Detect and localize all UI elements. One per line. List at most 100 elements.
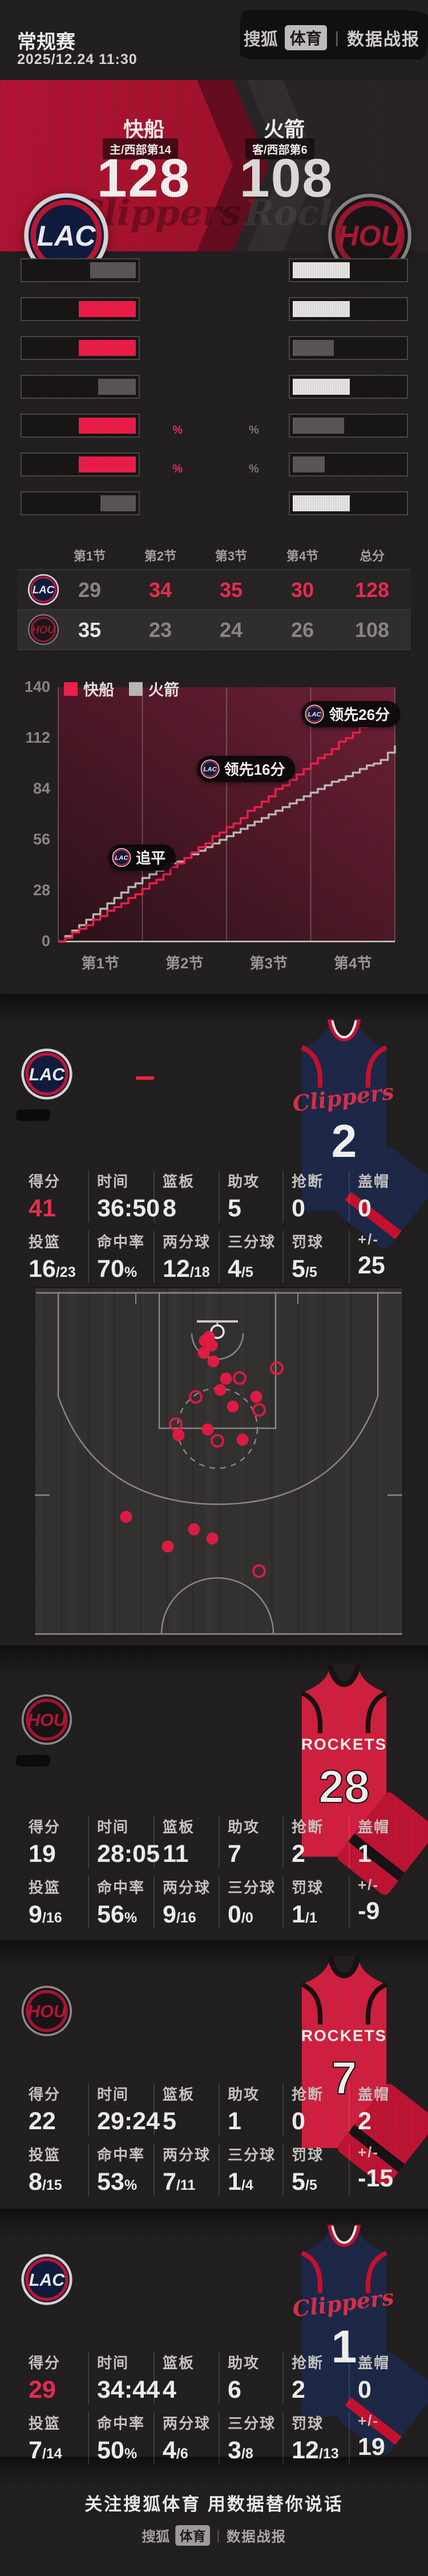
made-shot-dot — [207, 1355, 220, 1368]
stat-value-detail: /16 — [176, 1910, 196, 1926]
brand-brush-background — [240, 10, 428, 59]
stat-value-detail: /5 — [305, 1264, 317, 1280]
made-shot-dot — [197, 1347, 210, 1359]
sohu-wordmark: 搜狐 — [243, 30, 278, 49]
stat-label: 三分球 — [228, 1233, 276, 1251]
away-stat-fill — [293, 495, 350, 511]
stat-value: 11 — [163, 1840, 189, 1868]
stat-value-detail: /1 — [305, 1910, 317, 1926]
stat-value: 25 — [358, 1252, 385, 1279]
missed-shot-ring — [270, 1361, 284, 1375]
stat-label: 投篮 — [29, 2146, 61, 2164]
stat-label: 时间 — [97, 2086, 130, 2103]
home-stat-bar — [21, 258, 140, 282]
away-stat-bar — [289, 258, 408, 282]
stat-value: 4/5 — [228, 1255, 253, 1283]
stat-label: 助攻 — [228, 2354, 260, 2371]
away-stat-bar — [289, 297, 408, 321]
stat-label: 助攻 — [228, 2086, 260, 2103]
svg-text:28: 28 — [318, 1761, 369, 1813]
stat-value: 8 — [163, 1195, 176, 1222]
player-stat-cell: 得分 29 — [23, 2351, 88, 2404]
stat-value: 2 — [292, 1840, 305, 1868]
home-stat-value — [137, 492, 183, 519]
section-divider — [0, 2457, 428, 2486]
LAC-logo-icon: LAC — [27, 574, 59, 606]
stat-label: 三分球 — [228, 1879, 276, 1896]
stat-value: 1 — [228, 2108, 241, 2135]
player-stat-cell: 得分 41 — [23, 1170, 88, 1223]
stat-label: 罚球 — [292, 2415, 324, 2432]
made-shot-dot — [120, 1511, 132, 1523]
stat-label: 命中率 — [97, 1879, 146, 1896]
svg-text:LAC: LAC — [308, 711, 322, 718]
away-stat-bar — [289, 491, 408, 515]
report-wordmark: 数据战报 — [347, 30, 420, 49]
stat-value-detail: /5 — [241, 1264, 253, 1280]
LAC-logo-icon: LAC — [24, 193, 108, 278]
stat-label: 抢断 — [292, 2354, 324, 2371]
player-subline — [84, 1076, 155, 1080]
svg-text:ROCKETS: ROCKETS — [301, 2026, 387, 2044]
HOU-logo-icon: HOU — [21, 1694, 72, 1745]
team-logo-small: LAC — [27, 574, 59, 608]
court-lines-svg — [35, 1292, 402, 1635]
stat-value: 0 — [358, 2376, 372, 2403]
home-stat-fill — [90, 262, 136, 278]
player-stat-cell: 助攻 7 — [219, 1816, 282, 1868]
y-axis-tick: 56 — [33, 831, 50, 848]
player-stats-row: 投篮 16/23 命中率 70% 两分球 12/18 三分球 4/5 罚球 5/5 +/- 25 — [23, 1231, 410, 1283]
home-stat-bar — [21, 491, 140, 515]
missed-shot-ring — [252, 1564, 266, 1578]
player-stat-cell: 助攻 5 — [219, 1170, 282, 1223]
player-team-logo: LAC — [21, 2253, 73, 2309]
chart-legend: 快船 火箭 — [64, 678, 179, 700]
missed-shot-ring — [233, 1371, 247, 1385]
legend-swatch-icon — [129, 682, 143, 696]
quarter-score-cell: 29 — [78, 578, 102, 602]
player-stat-cell: +/- -15 — [349, 2144, 410, 2196]
stat-value-detail: /8 — [241, 2446, 253, 2462]
player-tag — [15, 1109, 51, 1121]
away-team-score: 108 — [239, 148, 334, 209]
stat-value: 41 — [29, 1195, 56, 1222]
table-divider — [17, 649, 411, 650]
stat-label: 罚球 — [292, 1879, 324, 1896]
stat-label — [188, 450, 240, 451]
stat-value: 9/16 — [163, 1901, 196, 1928]
missed-shot-ring — [252, 1403, 266, 1417]
player-stat-cell: 命中率 56% — [88, 1876, 154, 1929]
stat-label: 命中率 — [97, 2146, 146, 2164]
stat-value: 70% — [97, 1255, 138, 1283]
stat-label: 盖帽 — [358, 2354, 390, 2371]
away-stat-fill — [293, 301, 350, 317]
player-card: LAC Clippers 1 得分 29 时间 34:44 篮板 4 助攻 6 抢断 2 盖帽 0 投篮 7… — [0, 2224, 428, 2465]
stat-label: +/- — [358, 1876, 379, 1893]
team-logo-mini: LAC — [200, 759, 220, 779]
player-stat-cell: 命中率 50% — [88, 2412, 154, 2465]
quarter-score-cell: 35 — [78, 618, 102, 642]
missed-shot-ring — [211, 1434, 224, 1448]
stat-label: 抢断 — [292, 1173, 324, 1190]
table-divider — [17, 569, 411, 570]
stat-label: 助攻 — [228, 1173, 260, 1190]
home-stat-value — [137, 376, 183, 403]
stat-value-detail: /16 — [42, 1910, 62, 1926]
lead-annotation: LAC 领先26分 — [301, 700, 401, 727]
player-stat-cell: 助攻 6 — [219, 2351, 282, 2404]
stat-value: 5 — [228, 1195, 241, 1222]
quarter-table-header: 第1节 第2节 第3节 第4节 总分 — [17, 539, 411, 569]
made-shot-dot — [250, 1391, 263, 1403]
made-shot-dot — [227, 1400, 239, 1413]
stat-value: 12/18 — [163, 1255, 210, 1283]
player-stat-cell: 助攻 1 — [219, 2083, 282, 2136]
compare-row — [0, 488, 428, 522]
home-stat-fill — [98, 379, 136, 395]
quarter-header-cell: 第1节 — [73, 549, 106, 563]
home-team-rank: 主/西部第14 — [103, 138, 178, 159]
player-stats-row: 投篮 8/15 命中率 53% 两分球 7/11 三分球 1/4 罚球 5/5 +/- -15 — [23, 2144, 410, 2196]
stat-label: 罚球 — [292, 1233, 324, 1251]
compare-row — [0, 255, 428, 289]
LAC-logo-icon: LAC — [200, 759, 220, 778]
stat-value: 1 — [358, 1840, 372, 1868]
